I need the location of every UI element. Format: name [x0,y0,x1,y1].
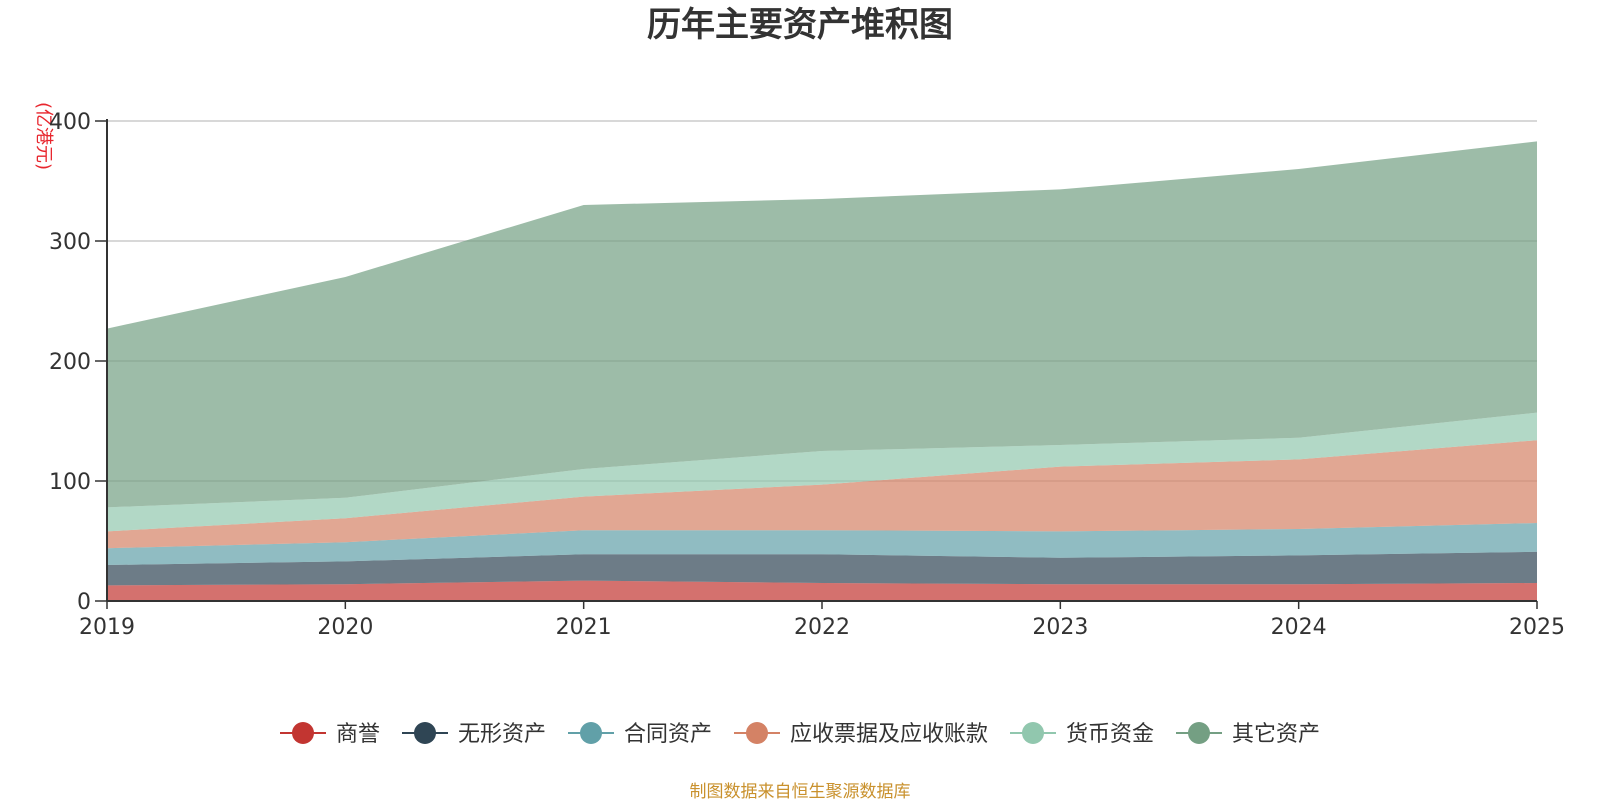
y-tick-label-100: 100 [49,470,91,495]
legend-marker-2 [414,722,436,744]
legend-item-5: 货币资金 [1010,722,1154,747]
legend-item-2: 无形资产 [402,722,546,747]
legend-marker-6 [1188,722,1210,744]
legend-item-6: 其它资产 [1176,722,1320,747]
source-note: 制图数据来自恒生聚源数据库 [690,782,911,800]
x-tick-label-2023: 2023 [1032,615,1088,640]
x-tick-label-2024: 2024 [1271,615,1327,640]
legend-item-1: 商誉 [280,722,380,747]
area-2 [107,551,1537,586]
legend-item-3: 合同资产 [568,722,712,747]
area-5 [107,412,1537,532]
y-tick-labels: 0 100 200 300 400 [49,110,91,615]
chart-title: 历年主要资产堆积图 [647,5,953,45]
area-1 [107,580,1537,601]
area-4 [107,440,1537,549]
legend-label-3: 合同资产 [624,722,712,747]
legend-item-4: 应收票据及应收账款 [734,722,988,747]
area-3 [107,523,1537,565]
y-tick-label-400: 400 [49,110,91,135]
legend-marker-5 [1022,722,1044,744]
legend-label-2: 无形资产 [458,722,546,747]
x-tick-label-2021: 2021 [556,615,612,640]
legend-label-1: 商誉 [336,722,380,747]
x-tick-labels: 2019 2020 2021 2022 2023 2024 2025 [79,615,1565,640]
x-tick-label-2025: 2025 [1509,615,1565,640]
legend: 商誉 无形资产 合同资产 应收票据及应收账款 货币资金 其它资产 [280,722,1320,747]
axes [106,119,1538,609]
area-6 [107,141,1537,508]
legend-marker-1 [292,722,314,744]
area-series [107,141,1537,601]
y-axis-unit: (亿港元) [33,102,54,170]
y-tick-label-300: 300 [49,230,91,255]
x-tick-label-2022: 2022 [794,615,850,640]
legend-label-6: 其它资产 [1232,722,1320,747]
legend-marker-4 [746,722,768,744]
legend-label-4: 应收票据及应收账款 [790,722,988,747]
x-tick-label-2020: 2020 [317,615,373,640]
y-tick-label-0: 0 [77,590,91,615]
x-tick-label-2019: 2019 [79,615,135,640]
legend-label-5: 货币资金 [1066,722,1154,747]
legend-marker-3 [580,722,602,744]
y-tick-label-200: 200 [49,350,91,375]
